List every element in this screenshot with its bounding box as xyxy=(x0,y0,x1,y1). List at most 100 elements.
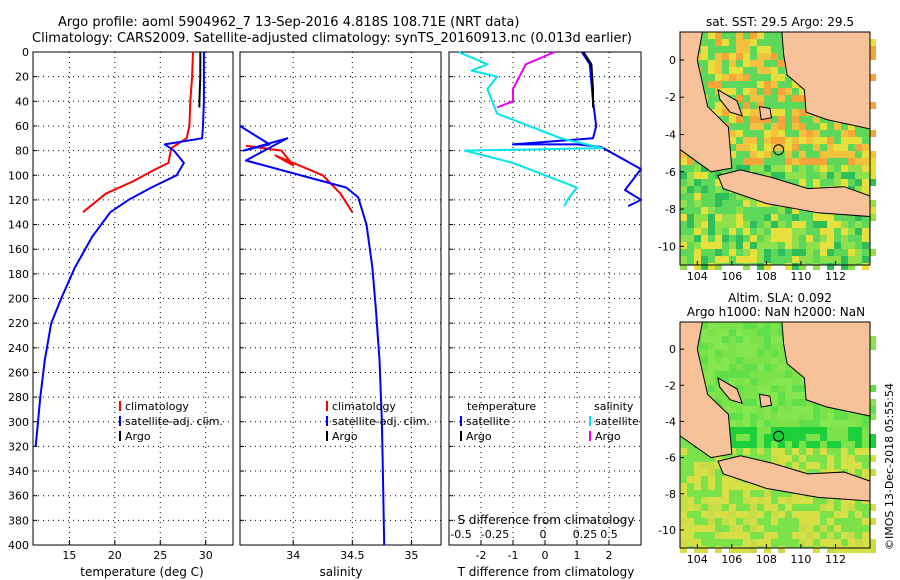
map-cell xyxy=(736,546,743,553)
map-cell xyxy=(750,539,757,546)
map-cell xyxy=(820,228,827,235)
x-tick-label: -1 xyxy=(508,549,519,562)
map-cell xyxy=(722,214,729,221)
map-cell xyxy=(764,343,771,350)
map-cell xyxy=(701,235,708,242)
map-cell xyxy=(708,525,715,532)
map-cell xyxy=(708,462,715,469)
map-cell xyxy=(750,158,757,165)
map-cell xyxy=(778,546,785,553)
map-cell xyxy=(848,546,855,553)
map-cell xyxy=(813,130,820,137)
y-tick-label: 400 xyxy=(8,539,29,552)
map-cell xyxy=(813,263,820,270)
map-y-tick-label: -8 xyxy=(665,488,676,501)
y-tick-label: 340 xyxy=(8,465,29,478)
map-cell xyxy=(729,525,736,532)
map-cell xyxy=(736,74,743,81)
map-cell xyxy=(834,256,841,263)
map-cell xyxy=(820,434,827,441)
map-cell xyxy=(757,158,764,165)
map-cell xyxy=(813,214,820,221)
map-cell xyxy=(813,511,820,518)
map-cell xyxy=(715,186,722,193)
map-cell xyxy=(771,511,778,518)
map-cell xyxy=(855,448,862,455)
map-y-tick-label: -10 xyxy=(658,524,676,537)
map-cell xyxy=(778,116,785,123)
map-x-tick-label: 106 xyxy=(721,553,742,566)
map-cell xyxy=(834,441,841,448)
map-cell xyxy=(792,172,799,179)
map-cell xyxy=(715,32,722,39)
map-cell xyxy=(729,53,736,60)
series-line-satellite-adj-clim- xyxy=(239,125,386,546)
map-cell xyxy=(848,137,855,144)
map-cell xyxy=(771,350,778,357)
y-tick-label: 280 xyxy=(8,391,29,404)
map-cell xyxy=(785,371,792,378)
temperature-xlabel: temperature (deg C) xyxy=(80,565,203,579)
map-cell xyxy=(806,413,813,420)
map-cell xyxy=(722,343,729,350)
map-cell xyxy=(841,532,848,539)
map-cell xyxy=(799,221,806,228)
map-cell xyxy=(785,497,792,504)
map-cell xyxy=(785,242,792,249)
map-cell xyxy=(785,88,792,95)
map-cell xyxy=(743,539,750,546)
map-cell xyxy=(750,165,757,172)
map-cell xyxy=(715,504,722,511)
map-cell xyxy=(757,228,764,235)
map-cell xyxy=(708,242,715,249)
map-cell xyxy=(729,214,736,221)
map-cell xyxy=(799,434,806,441)
map-cell xyxy=(785,151,792,158)
map-cell xyxy=(862,179,869,186)
map-cell xyxy=(680,525,687,532)
map-cell xyxy=(715,102,722,109)
y-tick-label: 220 xyxy=(8,317,29,330)
map-cell xyxy=(799,130,806,137)
map-cell xyxy=(750,413,757,420)
map-cell xyxy=(750,497,757,504)
map-cell xyxy=(750,235,757,242)
map-cell xyxy=(729,476,736,483)
map-cell xyxy=(785,207,792,214)
map-cell xyxy=(813,158,820,165)
map-cell xyxy=(792,123,799,130)
map-cell xyxy=(694,242,701,249)
map-cell xyxy=(708,392,715,399)
land-belitung xyxy=(758,105,773,121)
map-cell xyxy=(869,504,876,511)
map-cell xyxy=(869,455,876,462)
map-cell xyxy=(680,497,687,504)
map-cell xyxy=(750,427,757,434)
map-cell xyxy=(820,504,827,511)
y-tick-label: 40 xyxy=(15,95,29,108)
map-cell xyxy=(694,193,701,200)
map-cell xyxy=(729,221,736,228)
map-cell xyxy=(722,532,729,539)
sst-map-title: sat. SST: 29.5 Argo: 29.5 xyxy=(706,15,854,29)
map-cell xyxy=(722,329,729,336)
map-cell xyxy=(862,263,869,270)
map-y-tick-label: 0 xyxy=(669,54,676,67)
map-cell xyxy=(715,228,722,235)
map-cell xyxy=(764,497,771,504)
map-cell xyxy=(708,350,715,357)
map-cell xyxy=(757,46,764,53)
map-cell xyxy=(680,242,687,249)
map-cell xyxy=(687,214,694,221)
map-cell xyxy=(827,413,834,420)
legend-label: climatology xyxy=(125,400,189,413)
map-x-tick-label: 108 xyxy=(756,270,777,283)
map-cell xyxy=(729,483,736,490)
map-cell xyxy=(750,200,757,207)
map-cell xyxy=(701,469,708,476)
map-cell xyxy=(680,151,687,158)
map-cell xyxy=(757,200,764,207)
map-cell xyxy=(820,214,827,221)
sla-map-subtitle: Argo h1000: NaN h2000: NaN xyxy=(687,305,865,319)
map-cell xyxy=(799,539,806,546)
